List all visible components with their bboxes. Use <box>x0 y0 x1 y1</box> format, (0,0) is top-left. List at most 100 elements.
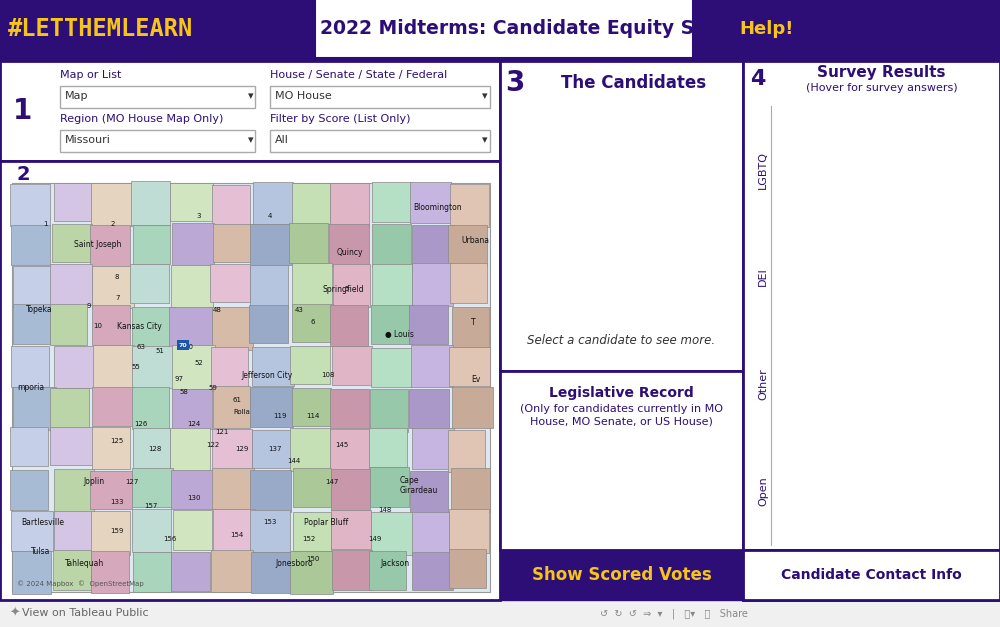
Text: 48: 48 <box>213 307 222 313</box>
Bar <box>409 305 448 344</box>
Bar <box>11 511 53 551</box>
Bar <box>293 512 331 551</box>
Bar <box>743 61 1000 550</box>
Bar <box>249 305 288 344</box>
Text: The Candidates: The Candidates <box>561 74 706 92</box>
Text: (Hover for survey answers): (Hover for survey answers) <box>806 83 957 93</box>
Text: 7: 7 <box>115 295 119 300</box>
Text: 61: 61 <box>232 397 241 403</box>
Text: 51: 51 <box>156 348 165 354</box>
Bar <box>54 346 94 387</box>
Bar <box>412 428 454 469</box>
Text: mporia: mporia <box>17 383 44 392</box>
Bar <box>410 471 448 513</box>
Text: 154: 154 <box>230 532 243 538</box>
Bar <box>412 263 453 306</box>
Text: (Only for candidates currently in MO: (Only for candidates currently in MO <box>520 404 723 414</box>
Bar <box>411 345 453 387</box>
Bar <box>60 86 255 108</box>
Text: Other: Other <box>758 368 768 400</box>
Bar <box>131 181 170 224</box>
Bar <box>13 304 50 344</box>
Bar <box>330 183 369 226</box>
Bar <box>177 340 189 350</box>
Text: All: All <box>275 135 289 145</box>
Text: 144: 144 <box>287 458 301 464</box>
Bar <box>10 184 50 226</box>
Bar <box>292 263 332 305</box>
Bar <box>289 223 328 263</box>
Bar <box>290 345 330 384</box>
Bar <box>133 552 171 592</box>
Text: DEI: DEI <box>758 268 768 287</box>
Bar <box>448 429 485 472</box>
Bar <box>130 265 169 303</box>
Bar <box>13 266 51 307</box>
Text: 124: 124 <box>187 421 200 428</box>
Bar <box>250 470 291 512</box>
Bar <box>132 468 173 507</box>
Text: ▾: ▾ <box>248 135 254 145</box>
Text: T: T <box>471 317 476 327</box>
Bar <box>170 428 210 472</box>
Bar <box>54 469 94 512</box>
Bar <box>213 386 250 428</box>
Bar <box>10 470 48 510</box>
Bar <box>211 550 253 592</box>
Bar <box>743 550 1000 600</box>
Bar <box>371 512 413 556</box>
Text: 125: 125 <box>111 438 124 444</box>
Bar <box>172 345 215 389</box>
Bar <box>371 305 412 344</box>
Text: #LETTHEMLEARN: #LETTHEMLEARN <box>8 17 193 41</box>
Bar <box>331 510 371 549</box>
Bar <box>270 130 490 152</box>
Text: 119: 119 <box>273 413 286 419</box>
Text: Urbana: Urbana <box>461 236 489 245</box>
Text: Jonesboro: Jonesboro <box>275 559 313 568</box>
Bar <box>450 263 487 303</box>
Bar <box>290 428 330 472</box>
Bar <box>843 0 1000 58</box>
Bar <box>412 224 454 268</box>
Bar <box>12 551 51 594</box>
Text: 5: 5 <box>344 287 349 292</box>
Bar <box>0 0 315 58</box>
Text: 2: 2 <box>110 221 115 227</box>
Text: 122: 122 <box>206 442 219 448</box>
Bar <box>170 183 213 221</box>
Bar <box>452 307 489 347</box>
Bar <box>449 549 486 587</box>
Text: Tahlequah: Tahlequah <box>65 559 104 568</box>
Text: Jackson: Jackson <box>380 559 409 568</box>
Text: 121: 121 <box>216 429 229 436</box>
Text: 63: 63 <box>137 344 146 350</box>
Text: 6: 6 <box>311 319 315 325</box>
Text: 127: 127 <box>125 478 138 485</box>
Bar <box>92 266 134 308</box>
Text: 152: 152 <box>302 536 315 542</box>
Bar <box>90 471 132 510</box>
Bar <box>54 183 94 221</box>
Bar <box>250 224 292 265</box>
Bar <box>372 263 412 306</box>
Bar <box>370 389 408 431</box>
Text: House, MO Senate, or US House): House, MO Senate, or US House) <box>530 416 713 426</box>
Text: LGBTQ: LGBTQ <box>758 150 768 189</box>
Text: 4: 4 <box>750 69 766 89</box>
Text: 145: 145 <box>335 442 348 448</box>
Bar <box>132 387 169 429</box>
Text: Region (MO House Map Only): Region (MO House Map Only) <box>60 114 223 124</box>
Text: 114: 114 <box>306 413 320 419</box>
Text: ✦: ✦ <box>10 607 20 620</box>
Text: Bloomington: Bloomington <box>414 203 462 212</box>
Bar <box>292 388 331 426</box>
Bar <box>412 552 453 590</box>
Text: 58: 58 <box>180 389 189 394</box>
Bar <box>410 182 451 223</box>
Text: Show Scored Votes: Show Scored Votes <box>532 566 711 584</box>
Bar <box>50 388 89 431</box>
Bar <box>330 389 369 428</box>
Bar <box>409 389 449 428</box>
Text: 159: 159 <box>110 528 124 534</box>
